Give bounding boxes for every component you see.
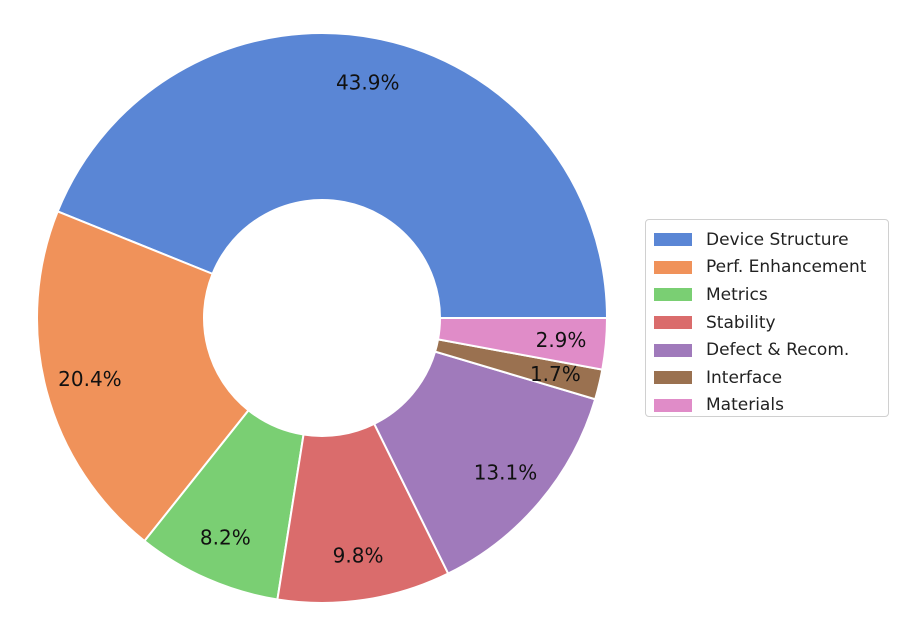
slice-defect-recom [372, 350, 597, 575]
slice-materials [436, 317, 609, 371]
legend-swatch [654, 343, 692, 357]
legend-label: Metrics [706, 284, 768, 305]
legend-swatch [654, 288, 692, 302]
legend-label: Device Structure [706, 229, 849, 250]
legend: Device Structure Perf. Enhancement Metrics… [645, 219, 889, 417]
legend-item: Materials [654, 392, 888, 420]
slice-percent-label: 13.1% [474, 461, 538, 485]
slice-percent-label: 9.8% [333, 543, 384, 567]
slice-device-structure [56, 32, 609, 319]
legend-label: Materials [706, 395, 784, 416]
slice-percent-label: 8.2% [200, 526, 251, 550]
slice-percent-label: 2.9% [536, 328, 587, 352]
legend-item: Device Structure [654, 226, 888, 254]
legend-swatch [654, 260, 692, 274]
slice-percent-label: 43.9% [336, 70, 400, 94]
legend-label: Interface [706, 367, 783, 388]
legend-item: Defect & Recom. [654, 336, 888, 364]
legend-item: Perf. Enhancement [654, 254, 888, 282]
legend-swatch [654, 233, 692, 247]
legend-item: Metrics [654, 281, 888, 309]
legend-label: Defect & Recom. [706, 340, 850, 361]
slice-percent-label: 1.7% [530, 362, 581, 386]
legend-label: Perf. Enhancement [706, 257, 867, 278]
legend-label: Stability [706, 312, 776, 333]
legend-item: Interface [654, 364, 888, 392]
legend-item: Stability [654, 309, 888, 337]
legend-swatch [654, 316, 692, 330]
slice-perf-enhancement [36, 210, 250, 543]
legend-swatch [654, 398, 692, 412]
slice-percent-label: 20.4% [58, 367, 122, 391]
legend-swatch [654, 371, 692, 385]
